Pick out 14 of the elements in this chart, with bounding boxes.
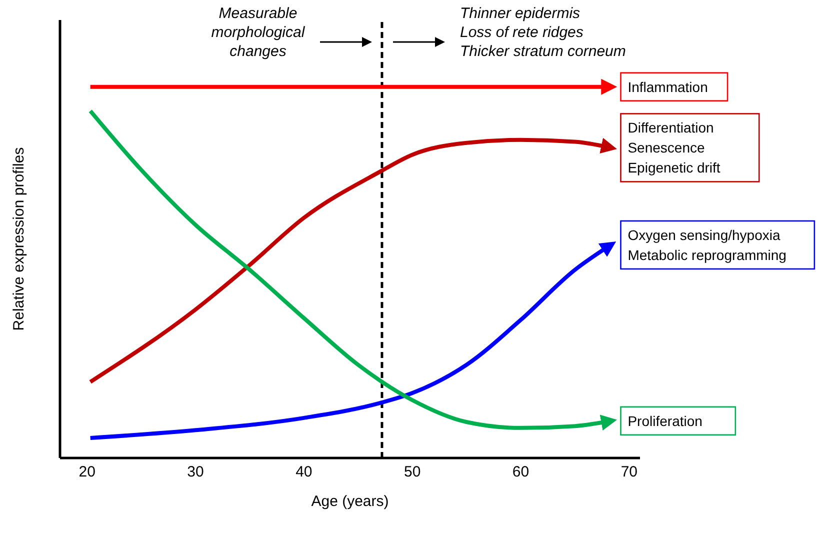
x-tick-label: 70 xyxy=(620,464,638,481)
y-axis-title: Relative expression profiles xyxy=(10,147,28,331)
series-label: Oxygen sensing/hypoxia Metabolic reprogramming xyxy=(628,226,786,263)
series-label: Inflammation xyxy=(628,78,708,95)
text: Thinner epidermis Loss of rete ridges Thicker stratum corneum xyxy=(460,4,626,61)
series-label: Proliferation xyxy=(628,412,702,429)
series-label: Differentiation Senescence Epigenetic drift xyxy=(628,120,720,176)
text: Measurable morphological changes xyxy=(210,4,306,61)
x-tick-label: 40 xyxy=(296,464,312,481)
x-tick-label: 50 xyxy=(404,464,421,481)
x-tick-label: 60 xyxy=(512,464,530,481)
x-tick-label: 20 xyxy=(78,464,96,481)
x-axis-title: Age (years) xyxy=(311,493,389,510)
x-tick-label: 30 xyxy=(187,464,204,481)
